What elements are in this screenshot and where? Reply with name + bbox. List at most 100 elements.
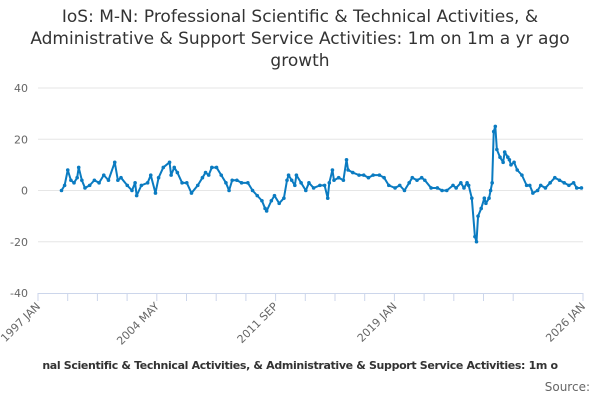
data-point xyxy=(423,178,427,183)
data-point xyxy=(92,178,97,183)
data-point xyxy=(498,155,502,159)
data-point xyxy=(69,178,73,183)
data-point xyxy=(402,188,407,193)
data-point xyxy=(344,157,349,162)
data-point xyxy=(490,181,494,185)
data-point xyxy=(224,181,228,185)
data-point xyxy=(172,165,177,170)
data-point xyxy=(557,178,562,183)
data-point xyxy=(493,124,498,129)
data-point xyxy=(180,181,184,185)
data-point xyxy=(255,193,260,198)
data-point xyxy=(538,183,543,188)
data-point xyxy=(357,173,361,177)
data-point xyxy=(462,186,466,190)
data-point xyxy=(230,178,234,183)
data-point xyxy=(474,239,479,244)
data-point xyxy=(350,170,355,175)
data-point xyxy=(83,186,87,190)
data-point xyxy=(227,188,231,193)
data-point xyxy=(148,173,153,177)
data-point xyxy=(239,181,244,185)
data-point xyxy=(130,188,134,193)
data-point xyxy=(277,201,281,206)
data-point xyxy=(341,178,346,183)
data-point xyxy=(139,183,144,188)
source-label: Source: xyxy=(544,380,590,394)
data-point xyxy=(116,178,120,183)
data-point xyxy=(59,188,64,193)
data-point xyxy=(393,186,397,190)
data-point xyxy=(410,175,415,180)
data-point xyxy=(507,157,512,162)
data-point xyxy=(501,160,505,165)
data-point xyxy=(466,183,471,188)
data-point xyxy=(322,183,327,188)
y-tick-label: 40 xyxy=(14,82,28,95)
data-point xyxy=(206,173,211,177)
data-point xyxy=(487,196,491,200)
data-point xyxy=(210,165,214,170)
data-point xyxy=(286,173,291,177)
data-point xyxy=(495,147,499,152)
data-point xyxy=(429,186,433,190)
data-point xyxy=(574,186,579,190)
data-point xyxy=(535,188,540,193)
data-point xyxy=(454,186,458,190)
data-point xyxy=(387,183,391,188)
data-point xyxy=(509,163,513,167)
data-point xyxy=(195,183,200,188)
data-point xyxy=(169,173,173,177)
data-point xyxy=(543,186,548,190)
data-point xyxy=(361,173,366,177)
data-point xyxy=(371,173,375,177)
data-point xyxy=(260,198,264,203)
data-point xyxy=(488,188,493,193)
data-point xyxy=(250,188,255,193)
data-point xyxy=(119,175,123,180)
series-line xyxy=(60,125,582,243)
x-tick-label: 2026 JAN xyxy=(543,300,588,345)
data-point xyxy=(80,178,84,183)
data-point xyxy=(285,178,289,183)
data-point xyxy=(134,193,139,198)
data-point xyxy=(307,181,311,185)
data-point xyxy=(153,191,158,195)
data-point xyxy=(407,181,411,185)
data-point xyxy=(366,175,371,180)
data-point xyxy=(476,214,480,218)
data-point xyxy=(246,181,250,185)
x-tick-label: 2019 JAN xyxy=(355,300,400,345)
data-point xyxy=(161,165,166,170)
data-point xyxy=(65,168,70,172)
data-point xyxy=(189,191,194,195)
data-point xyxy=(327,181,332,185)
x-tick-label: 2004 MAY xyxy=(114,300,162,348)
data-point xyxy=(97,181,101,185)
data-point xyxy=(293,183,297,188)
footer-text: nal Scientific & Technical Activities, &… xyxy=(42,359,558,372)
data-point xyxy=(235,178,239,183)
data-point xyxy=(294,173,299,177)
data-point xyxy=(397,183,402,188)
data-point xyxy=(482,196,487,200)
data-point xyxy=(579,186,584,190)
data-point xyxy=(553,175,557,180)
y-tick-label: 0 xyxy=(21,185,28,198)
data-point xyxy=(133,181,137,185)
data-point xyxy=(311,186,316,190)
data-point xyxy=(470,196,474,200)
y-tick-label: -40 xyxy=(10,287,28,300)
data-point xyxy=(112,160,117,165)
chart-title: IoS: M-N: Professional Scientific & Tech… xyxy=(30,7,570,71)
data-point xyxy=(325,196,330,200)
data-point xyxy=(184,181,189,185)
data-point xyxy=(72,181,76,185)
x-tick-label: 2011 SEP xyxy=(235,300,281,346)
data-point xyxy=(567,183,571,188)
data-point xyxy=(175,170,180,175)
data-point xyxy=(304,188,308,193)
data-point xyxy=(531,191,535,195)
chart-footer: nal Scientific & Technical Activities, &… xyxy=(0,359,600,372)
